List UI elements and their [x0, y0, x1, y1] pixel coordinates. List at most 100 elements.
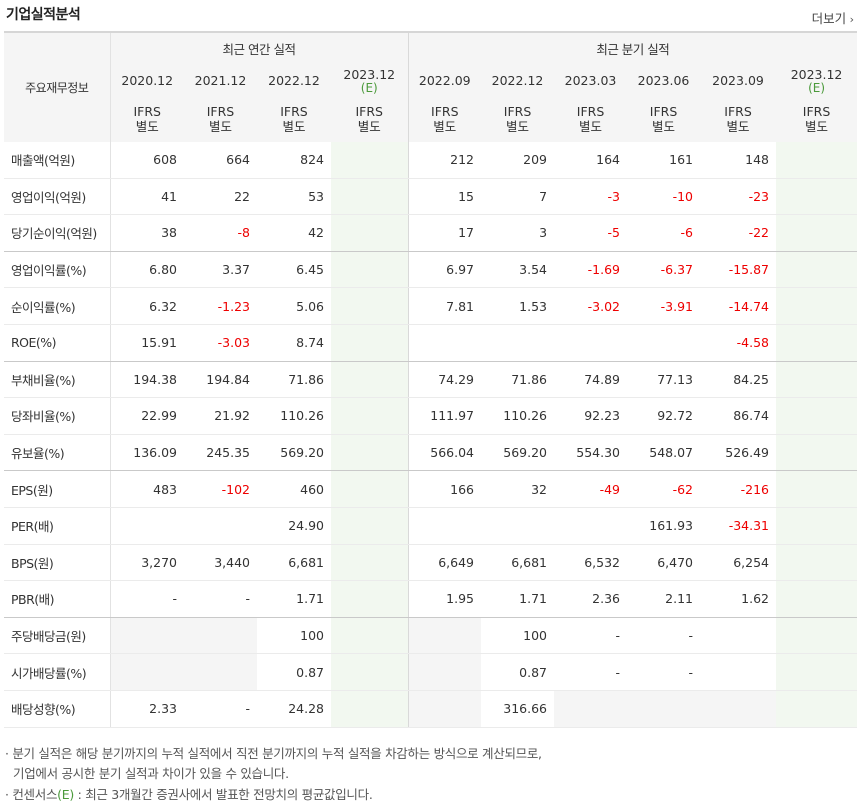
value-cell: 3.37 — [184, 251, 257, 289]
table-row: 영업이익률(%) 6.80 3.37 6.45 6.97 3.54 -1.69 -6.37 -1… — [4, 251, 858, 289]
value-cell: 53 — [257, 178, 331, 216]
value-cell: 5.06 — [257, 287, 331, 325]
value-cell — [700, 617, 777, 655]
accounting-basis: IFRS 별도 — [627, 96, 701, 142]
value-cell: -49 — [554, 470, 628, 508]
value-cell: 212 — [408, 142, 482, 179]
value-cell: 316.66 — [481, 690, 555, 728]
value-cell: 110.26 — [481, 397, 555, 435]
row-label: 영업이익률(%) — [4, 251, 111, 289]
value-cell: 824 — [257, 142, 331, 179]
value-cell: -15.87 — [700, 251, 777, 289]
row-label: ROE(%) — [4, 324, 111, 362]
value-cell: -10 — [627, 178, 701, 216]
value-cell — [554, 690, 628, 728]
value-cell — [776, 434, 858, 472]
period-date: 2023.12 — [790, 66, 843, 82]
value-cell: 1.62 — [700, 580, 777, 618]
period-header: 2023.12 (E) — [776, 64, 858, 96]
table-row: BPS(원) 3,270 3,440 6,681 6,649 6,681 6,532 6,47… — [4, 544, 858, 582]
value-cell: 3,440 — [184, 544, 257, 582]
value-cell: 569.20 — [257, 434, 331, 472]
row-label: 유보율(%) — [4, 434, 111, 472]
table-row: 당좌비율(%) 22.99 21.92 110.26 111.97 110.26 92.23… — [4, 397, 858, 435]
value-cell: 2.36 — [554, 580, 628, 618]
row-label: 당기순이익(억원) — [4, 214, 111, 252]
value-cell: 664 — [184, 142, 257, 179]
estimate-mark: (E) — [360, 80, 378, 95]
row-label: 순이익률(%) — [4, 287, 111, 325]
value-cell: 92.23 — [554, 397, 628, 435]
note-line-2: 기업에서 공시한 분기 실적과 차이가 있을 수 있습니다. — [13, 766, 289, 781]
period-header: 2021.12 — [184, 64, 257, 96]
value-cell: 7 — [481, 178, 555, 216]
value-cell: - — [184, 580, 257, 618]
value-cell: - — [627, 617, 701, 655]
value-cell — [776, 324, 858, 362]
row-label: 당좌비율(%) — [4, 397, 111, 435]
value-cell: 22.99 — [110, 397, 184, 435]
value-cell: 6.97 — [408, 251, 482, 289]
value-cell: 24.90 — [257, 507, 331, 545]
value-cell — [408, 653, 482, 691]
value-cell — [776, 690, 858, 728]
row-label: 매출액(억원) — [4, 142, 111, 179]
value-cell: 148 — [700, 142, 777, 179]
value-cell: -102 — [184, 470, 257, 508]
period-header: 2023.12 (E) — [331, 64, 409, 96]
period-header: 2023.06 — [627, 64, 701, 96]
value-cell: 483 — [110, 470, 184, 508]
period-header: 2023.03 — [554, 64, 628, 96]
value-cell — [184, 653, 257, 691]
value-cell — [331, 507, 409, 545]
value-cell: -1.69 — [554, 251, 628, 289]
value-cell: 32 — [481, 470, 555, 508]
row-label: 주당배당금(원) — [4, 617, 111, 655]
value-cell: 41 — [110, 178, 184, 216]
value-cell — [776, 580, 858, 618]
period-date: 2020.12 — [121, 72, 174, 88]
value-cell — [331, 434, 409, 472]
row-label: 영업이익(억원) — [4, 178, 111, 216]
period-header: 2022.12 — [481, 64, 555, 96]
value-cell: -23 — [700, 178, 777, 216]
chevron-right-icon: › — [846, 13, 854, 26]
value-cell — [700, 653, 777, 691]
basis-type: 별도 — [208, 119, 232, 134]
value-cell: 100 — [257, 617, 331, 655]
value-cell — [776, 251, 858, 289]
value-cell: 1.71 — [481, 580, 555, 618]
row-label: PBR(배) — [4, 580, 111, 618]
accounting-basis: IFRS 별도 — [184, 96, 257, 142]
table-row: 시가배당률(%) 0.87 0.87- - — [4, 653, 858, 691]
period-header: 2023.09 — [700, 64, 777, 96]
basis-standard: IFRS — [355, 104, 384, 119]
note-estimate-mark: (E) — [57, 787, 74, 802]
annual-group-header: 최근 연간 실적 — [110, 32, 409, 64]
value-cell: 15.91 — [110, 324, 184, 362]
value-cell: 42 — [257, 214, 331, 252]
note-text-1: 분기 실적은 해당 분기까지의 누적 실적에서 직전 분기까지의 누적 실적을 … — [12, 746, 542, 761]
value-cell: -5 — [554, 214, 628, 252]
value-cell: -62 — [627, 470, 701, 508]
value-cell — [331, 470, 409, 508]
section-title: 기업실적분석 — [6, 7, 81, 23]
accounting-basis: IFRS 별도 — [110, 96, 184, 142]
value-cell: 17 — [408, 214, 482, 252]
value-cell — [408, 507, 482, 545]
value-cell — [331, 178, 409, 216]
value-cell: 6.32 — [110, 287, 184, 325]
value-cell: 2.33 — [110, 690, 184, 728]
value-cell: 136.09 — [110, 434, 184, 472]
row-label: PER(배) — [4, 507, 111, 545]
basis-standard: IFRS — [280, 104, 308, 119]
value-cell: -3.02 — [554, 287, 628, 325]
more-link[interactable]: 더보기 › — [812, 8, 854, 27]
period-date: 2023.03 — [564, 72, 617, 88]
table-row: ROE(%) 15.91 -3.03 8.74 -4.58 — [4, 324, 858, 362]
accounting-basis: IFRS 별도 — [481, 96, 555, 142]
value-cell — [776, 470, 858, 508]
value-cell — [331, 397, 409, 435]
value-cell: 6,532 — [554, 544, 628, 582]
value-cell — [331, 287, 409, 325]
